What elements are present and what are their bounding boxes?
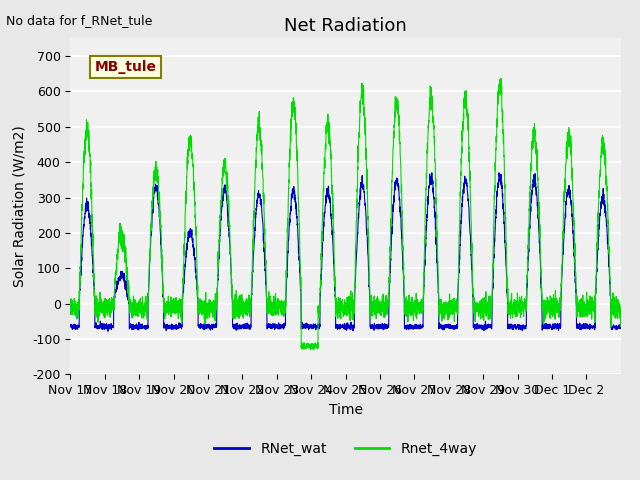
X-axis label: Time: Time xyxy=(328,403,363,417)
Legend: RNet_wat, Rnet_4way: RNet_wat, Rnet_4way xyxy=(209,436,483,462)
Title: Net Radiation: Net Radiation xyxy=(284,17,407,36)
Text: No data for f_RNet_tule: No data for f_RNet_tule xyxy=(6,14,153,27)
Y-axis label: Solar Radiation (W/m2): Solar Radiation (W/m2) xyxy=(13,126,27,287)
Text: MB_tule: MB_tule xyxy=(95,60,156,74)
